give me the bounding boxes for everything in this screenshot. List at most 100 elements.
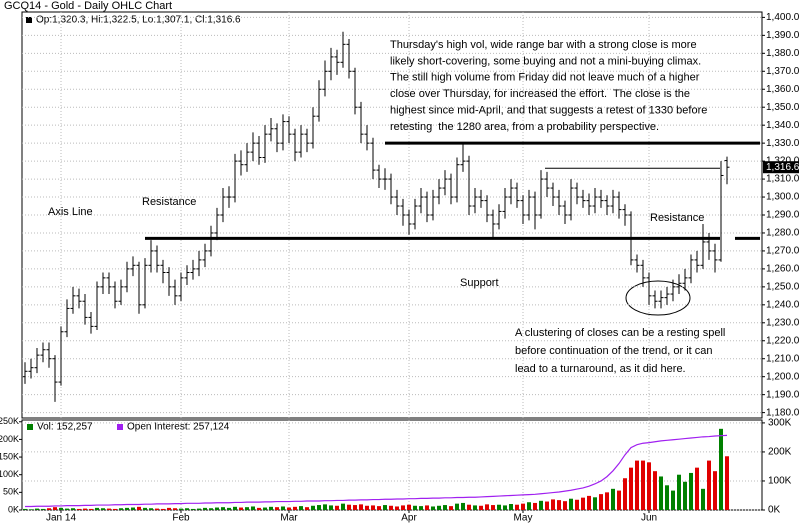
volume-bar (245, 507, 249, 510)
volume-bar (431, 506, 435, 510)
volume-bar (503, 505, 507, 510)
volume-bar (287, 507, 291, 510)
y-tick-label: 1,180.0 (766, 407, 800, 418)
volume-bar (425, 505, 429, 510)
volume-bar (53, 507, 57, 510)
volume-bar (593, 497, 597, 510)
volume-bar (377, 506, 381, 510)
volume-bar (683, 481, 687, 510)
y-tick-label: 1,230.0 (766, 317, 800, 328)
volume-bar (539, 500, 543, 510)
volume-bar (257, 507, 261, 510)
volume-bar (515, 504, 519, 510)
volume-bar (401, 505, 405, 510)
volume-bar (659, 476, 663, 510)
volume-bar (131, 507, 135, 510)
y-tick-label: 150K (0, 451, 19, 461)
volume-bar (305, 507, 309, 510)
annotation: retesting the 1280 area, from a probabil… (390, 121, 659, 133)
volume-bar (113, 508, 117, 510)
annotation: likely short-covering, some buying and n… (390, 55, 701, 67)
volume-bar (611, 488, 615, 510)
volume-bar (485, 504, 489, 510)
volume-bar (569, 498, 573, 510)
volume-bar (77, 508, 81, 510)
volume-bar (527, 502, 531, 510)
legend-entry: Vol: 152,257 (37, 422, 93, 433)
annotation: The still high volume from Friday did no… (390, 72, 700, 84)
y-tick-label: 1,280.0 (766, 228, 800, 239)
volume-bar (119, 508, 123, 510)
volume-bar (719, 428, 723, 510)
volume-bar (239, 507, 243, 510)
volume-bar (233, 506, 237, 510)
volume-bar (263, 507, 267, 510)
x-tick-label: Jun (641, 513, 657, 524)
volume-bar (107, 508, 111, 510)
y-tick-label: 200K (0, 434, 19, 444)
y-tick-label: 1,190.0 (766, 389, 800, 400)
volume-bar (323, 504, 327, 510)
volume-bar (359, 504, 363, 510)
volume-bar (461, 502, 465, 510)
last-price-box (763, 161, 799, 174)
annotation: Support (460, 277, 499, 289)
x-tick-label: Jan 14 (46, 513, 76, 524)
y-tick-label: 1,390.0 (766, 30, 800, 41)
volume-bar (545, 501, 549, 510)
volume-bar (89, 508, 93, 510)
volume-bar (95, 507, 99, 510)
volume-bar (221, 507, 225, 510)
y-tick-label: 1,310.0 (766, 174, 800, 185)
annotation: Resistance (142, 196, 196, 208)
y-tick-label: 1,400.0 (766, 12, 800, 23)
volume-bar (689, 472, 693, 510)
volume-bar (533, 502, 537, 510)
y-tick-label: 1,290.0 (766, 210, 800, 221)
volume-bar (707, 460, 711, 510)
volume-bar (371, 505, 375, 510)
volume-bar (71, 508, 75, 510)
volume-bar (275, 507, 279, 510)
volume-bar (179, 508, 183, 510)
chart-title: GCQ14 - Gold - Daily OHLC Chart (4, 0, 172, 12)
volume-bar (563, 501, 567, 510)
annotation: close over Thursday, for increased the e… (390, 88, 690, 100)
y-tick-label: 1,360.0 (766, 84, 800, 95)
y-tick-label: 0K (768, 505, 781, 516)
volume-bar (317, 505, 321, 510)
volume-bar (251, 506, 255, 510)
y-tick-label: 1,330.0 (766, 138, 800, 149)
volume-bar (29, 509, 33, 510)
volume-bar (335, 505, 339, 510)
legend-entry: Open Interest: 257,124 (127, 422, 230, 433)
volume-bar (665, 485, 669, 510)
volume-bar (701, 488, 705, 510)
volume-bar (473, 505, 477, 510)
volume-bar (479, 505, 483, 510)
volume-bar (161, 508, 165, 510)
x-tick-label: Apr (401, 513, 417, 524)
volume-bar (329, 505, 333, 510)
volume-bar (137, 506, 141, 510)
volume-bar (143, 507, 147, 510)
volume-bar (365, 505, 369, 510)
y-tick-label: 250K (0, 416, 19, 426)
legend-swatch (117, 424, 123, 430)
y-tick-label: 1,260.0 (766, 264, 800, 275)
volume-bar (455, 503, 459, 510)
volume-bar (59, 507, 63, 510)
volume-bar (677, 474, 681, 510)
volume-bar (419, 506, 423, 510)
volume-bar (227, 507, 231, 510)
volume-bar (203, 507, 207, 510)
volume-bar (647, 462, 651, 510)
volume-bar (299, 506, 303, 510)
legend-swatch (27, 424, 33, 430)
volume-bar (47, 508, 51, 510)
annotation: A clustering of closes can be a resting … (515, 327, 725, 339)
volume-bar (353, 505, 357, 510)
volume-bar (383, 505, 387, 510)
volume-bar (617, 490, 621, 510)
annotation: Axis Line (48, 206, 93, 218)
